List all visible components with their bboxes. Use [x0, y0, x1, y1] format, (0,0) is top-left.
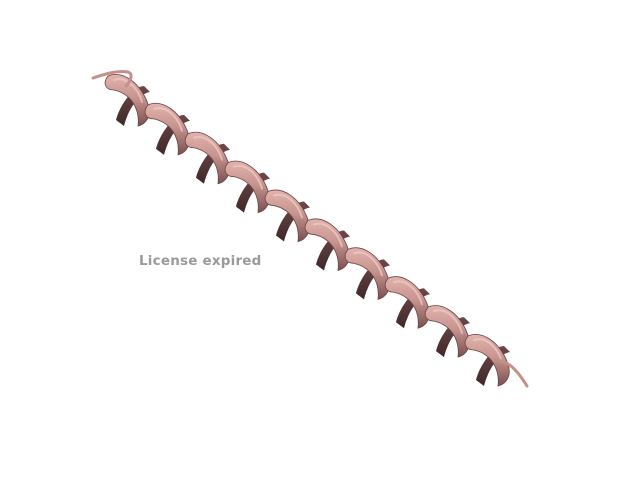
helix-turn-inner	[116, 86, 150, 126]
helix-turn-front	[384, 276, 430, 329]
helix-turn-inner	[156, 114, 190, 155]
helix-turn-inner	[236, 172, 270, 213]
helix-turn-highlight	[473, 338, 503, 363]
helix-turn-front	[344, 247, 390, 300]
helix-turn-inner	[356, 259, 390, 300]
helix-turn-front	[224, 160, 270, 214]
helix-turn-highlight	[233, 164, 263, 190]
helix-turn-inner	[476, 346, 510, 386]
helix-turn-front	[184, 131, 230, 185]
helix-turn-inner	[396, 288, 430, 329]
helix-turn-front	[304, 218, 350, 271]
c-terminus-tail	[496, 358, 529, 388]
helix-turn-front	[144, 103, 190, 156]
helix-turn-front	[424, 305, 470, 358]
helix-turn-highlight	[313, 222, 343, 248]
helix-turn-highlight	[353, 251, 383, 277]
helix-turn-inner	[316, 230, 350, 271]
helix-turn-highlight	[433, 309, 463, 335]
helix-turn-highlight	[153, 107, 183, 132]
helix-turn-inner	[196, 143, 230, 184]
n-terminus-tail	[91, 70, 133, 88]
helix-turn-highlight	[273, 193, 303, 219]
helix-turn-highlight	[393, 280, 423, 306]
helix-turn-front	[464, 334, 510, 387]
helix-turn-inner	[436, 317, 470, 358]
helix-turn-highlight	[193, 136, 223, 161]
helix-turn-front	[104, 74, 150, 127]
helix-turn-inner	[276, 201, 310, 242]
helix-turn-front	[264, 189, 310, 243]
helix-turn-highlight	[113, 78, 143, 103]
license-expired-watermark: License expired	[139, 253, 262, 269]
